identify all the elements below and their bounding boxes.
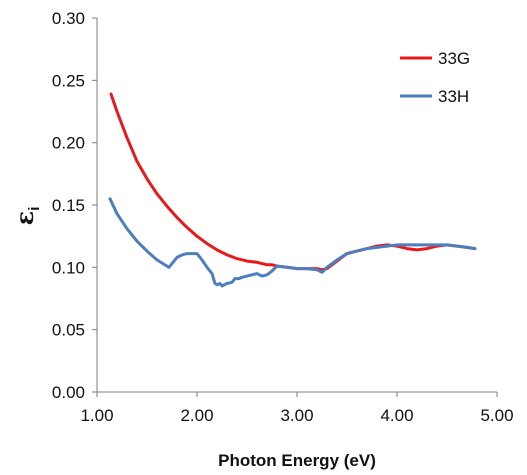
x-tick-label: 1.00 — [80, 406, 113, 425]
y-tick-label: 0.25 — [52, 71, 85, 90]
y-tick-label: 0.15 — [52, 196, 85, 215]
legend-label-33g: 33G — [438, 49, 470, 68]
series-lines — [108, 92, 477, 288]
y-tick-label: 0.00 — [52, 383, 85, 402]
y-tick-label: 0.05 — [52, 321, 85, 340]
ticks: 0.00 0.05 0.10 0.15 0.20 0.25 0.30 1.00 2.00 3.00… — [52, 9, 514, 425]
axes — [96, 18, 497, 393]
legend-label-33h: 33H — [438, 87, 469, 106]
x-tick-label: 3.00 — [280, 406, 313, 425]
y-axis-title-symbol: εi — [10, 207, 43, 226]
x-tick-label: 2.00 — [180, 406, 213, 425]
series-line-33h — [108, 197, 477, 288]
y-axis-title: εi — [10, 207, 43, 226]
x-tick-label: 5.00 — [480, 406, 513, 425]
y-tick-label: 0.20 — [52, 134, 85, 153]
y-tick-label: 0.10 — [52, 258, 85, 277]
y-tick-label: 0.30 — [52, 9, 85, 28]
x-tick-label: 4.00 — [380, 406, 413, 425]
legend: 33G 33H — [400, 49, 470, 106]
x-axis-title: Photon Energy (eV) — [218, 451, 376, 470]
